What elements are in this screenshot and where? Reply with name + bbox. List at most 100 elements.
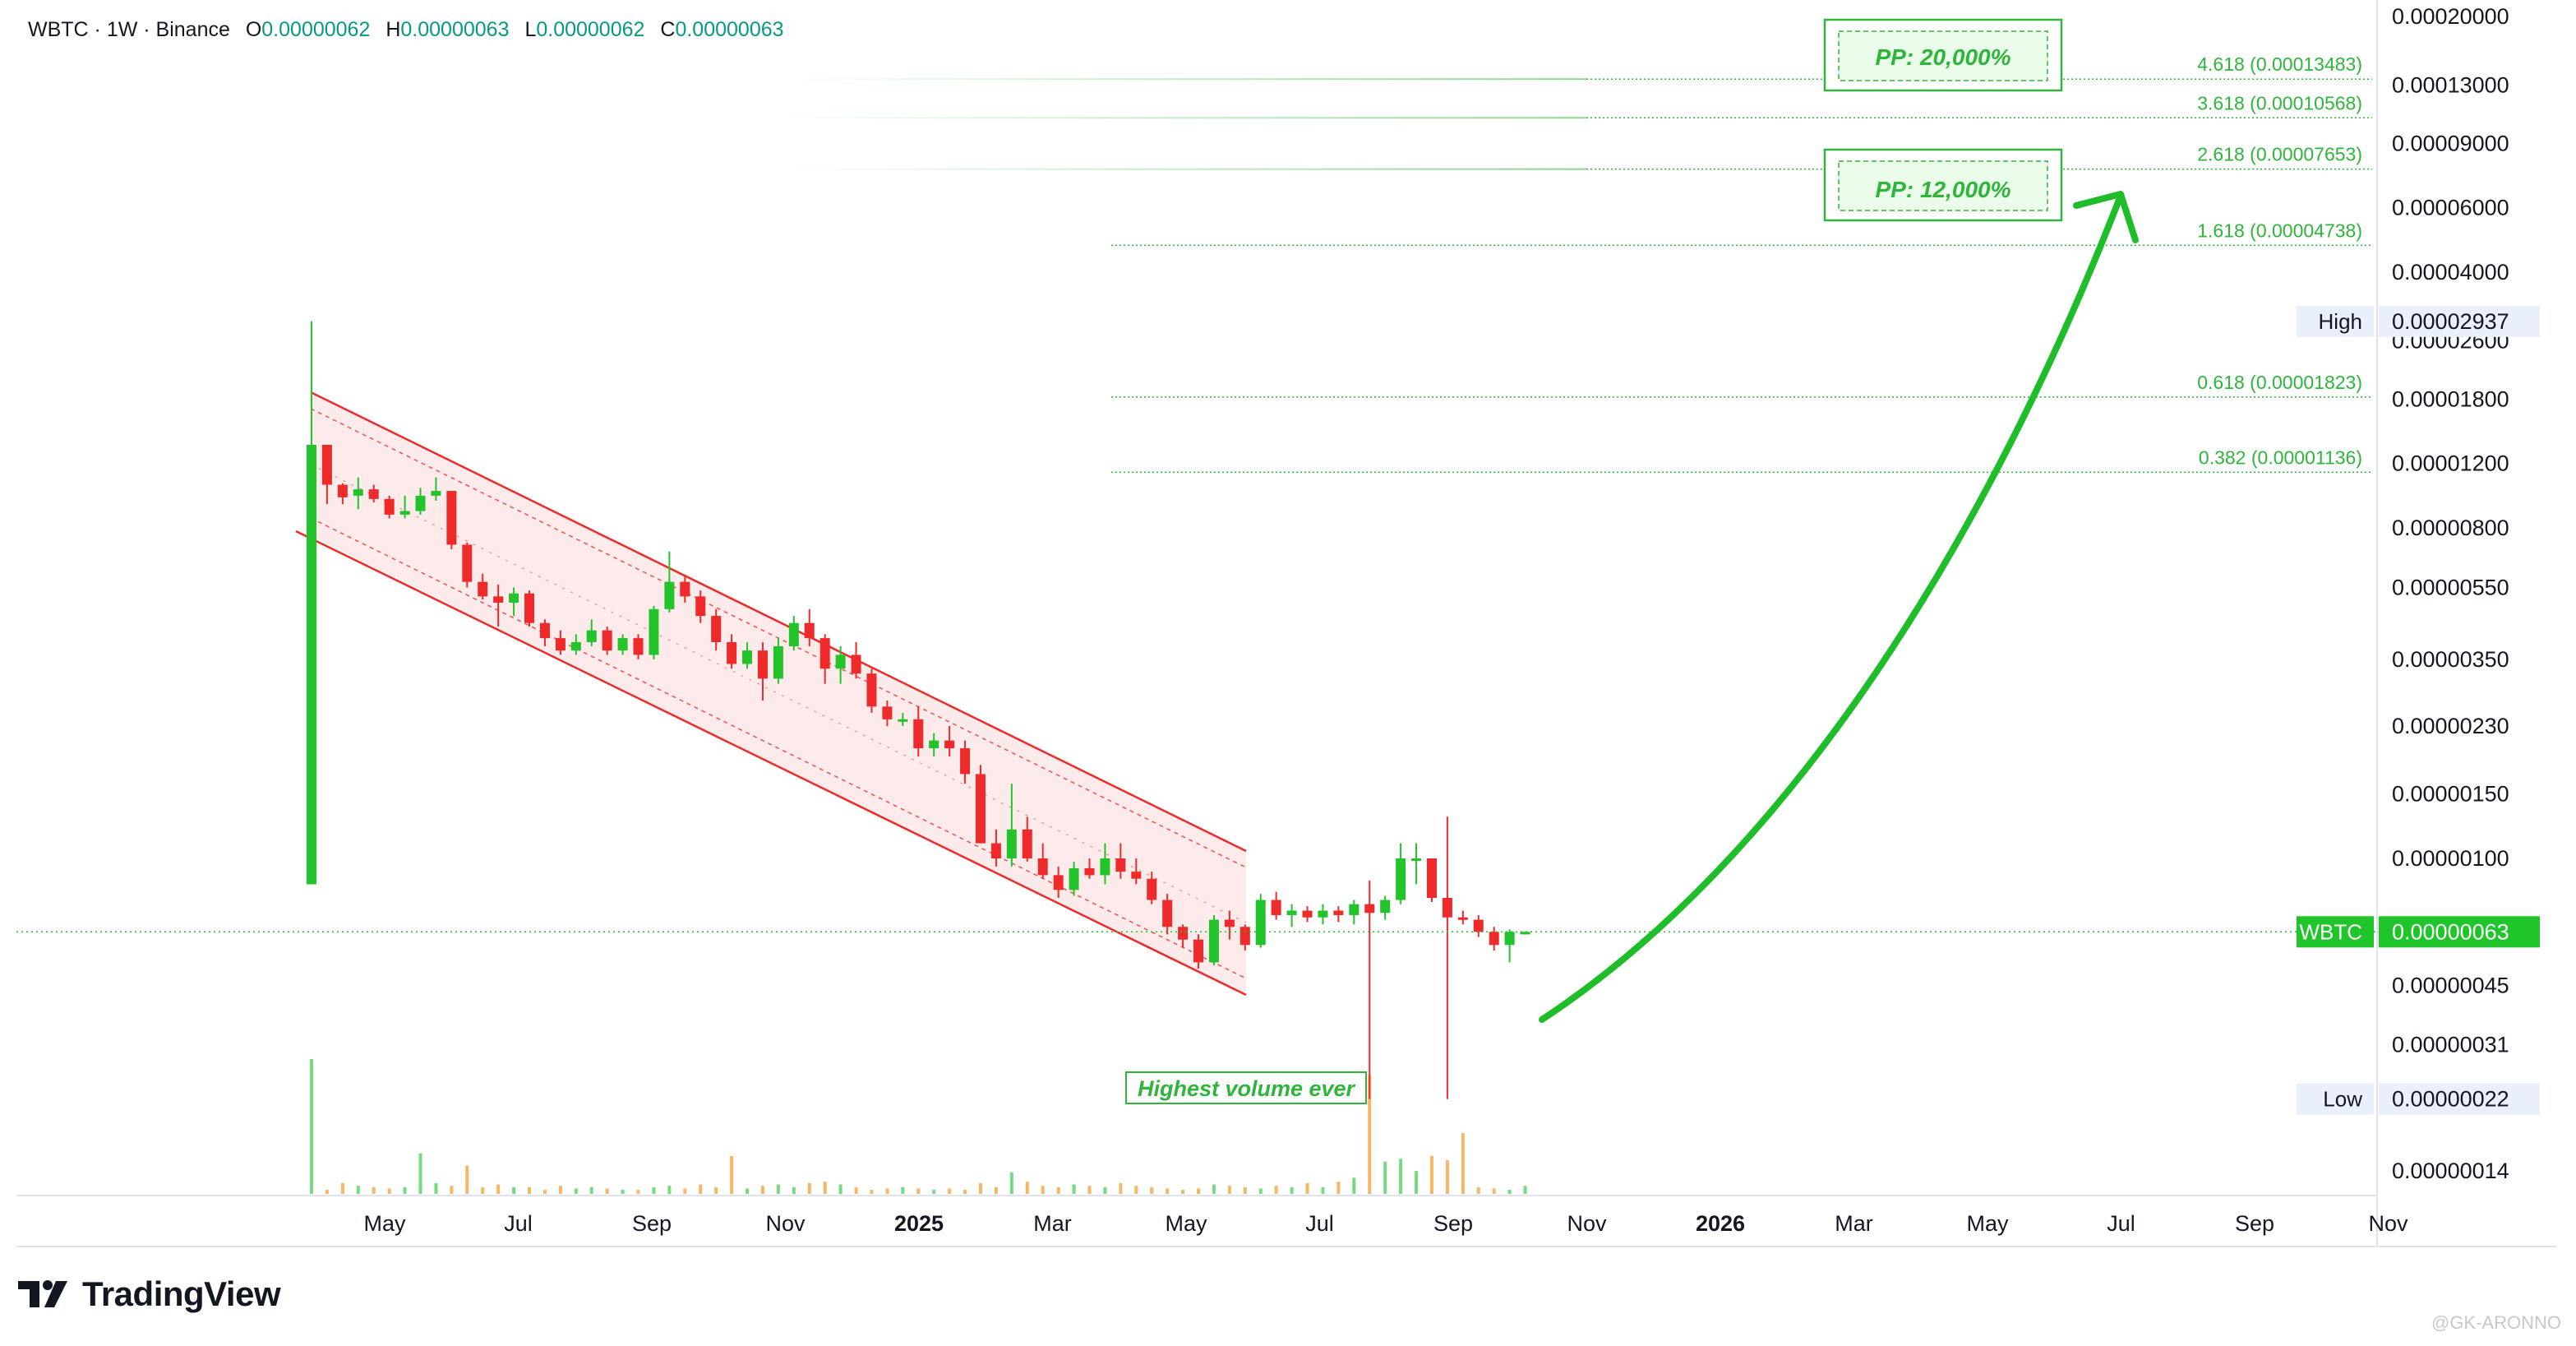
candle-body: [478, 581, 488, 597]
volume-bar: [1321, 1186, 1325, 1194]
candle-body: [1457, 917, 1468, 920]
volume-bar: [1415, 1171, 1419, 1194]
candle-body: [1115, 858, 1126, 872]
pp-20000-box[interactable]: PP: 20,000%: [1823, 18, 2063, 92]
volume-bar: [1134, 1186, 1138, 1194]
candle-body: [509, 593, 519, 603]
candle-body: [944, 740, 955, 749]
volume-bar: [699, 1184, 703, 1194]
volume-bar: [1119, 1182, 1123, 1194]
volume-bar: [1461, 1133, 1465, 1194]
price-tick-label: 0.00000230: [2392, 714, 2509, 738]
volume-bar: [450, 1186, 454, 1194]
candle-body: [727, 641, 737, 664]
volume-bar: [1507, 1190, 1512, 1194]
volume-bar: [372, 1186, 376, 1194]
volume-bar: [481, 1186, 485, 1194]
tradingview-brand[interactable]: TradingView: [18, 1274, 281, 1314]
candle-body: [555, 638, 566, 651]
candle-body: [1224, 919, 1235, 927]
volume-bar: [994, 1186, 998, 1194]
price-badges: High 0.00002937 WBTC 0.00000063 Low 0.0000002…: [2297, 305, 2540, 1115]
time-tick-label: Nov: [765, 1211, 806, 1236]
badge-label-bg: [2297, 305, 2374, 337]
price-tick-label: 0.00000100: [2392, 846, 2509, 871]
candle-body: [773, 645, 783, 679]
candle-body: [711, 616, 722, 642]
candle-body: [1364, 904, 1375, 914]
volume-bar: [310, 1059, 313, 1194]
candle-body: [960, 748, 971, 775]
time-tick-label: Nov: [1567, 1211, 1607, 1236]
candle-body: [866, 673, 877, 707]
highest-volume-note[interactable]: Highest volume ever: [1125, 1071, 1367, 1104]
tradingview-logo-icon: [18, 1280, 67, 1307]
candle-body: [1442, 898, 1452, 918]
volume-bar: [496, 1184, 501, 1194]
candle-body: [1162, 900, 1173, 927]
candle-body: [1147, 878, 1157, 900]
price-tick-label: 0.00009000: [2392, 131, 2509, 155]
badge-value-bg: [2379, 916, 2540, 948]
highest-volume-label: Highest volume ever: [1138, 1076, 1356, 1101]
volume-bar: [621, 1190, 625, 1194]
descending-channel: [295, 391, 1247, 997]
time-tick-label: Nov: [2368, 1211, 2408, 1236]
volume-bar: [1243, 1186, 1247, 1194]
price-tick-label: 0.00006000: [2392, 196, 2509, 220]
candle-body: [1084, 867, 1095, 876]
time-tick-label: Jul: [1305, 1211, 1334, 1236]
candle-body: [788, 622, 799, 646]
volume-bar: [854, 1186, 858, 1194]
candle-body: [493, 596, 504, 603]
time-tick-label: May: [363, 1211, 406, 1236]
channel-fill: [311, 392, 1246, 995]
symbol-label[interactable]: WBTC · 1W · Binance: [28, 18, 230, 41]
candle-body: [1411, 858, 1422, 862]
candle-body: [1053, 875, 1064, 890]
fib-label: 0.618 (0.00001823): [2197, 372, 2362, 393]
volume-bar: [387, 1188, 391, 1194]
fib-label: 2.618 (0.00007653): [2197, 144, 2362, 165]
candle-body: [1037, 858, 1048, 876]
volume-bar: [823, 1182, 827, 1194]
volume-bar: [1227, 1186, 1231, 1194]
open-value: 0.00000062: [261, 18, 371, 41]
volume-bar: [512, 1186, 516, 1194]
price-tick-label: 0.00001800: [2392, 386, 2509, 411]
volume-bar: [1212, 1184, 1216, 1194]
volume-bar: [558, 1186, 562, 1194]
candle-body: [1333, 910, 1344, 915]
symbol-legend: WBTC · 1W · Binance O0.00000062 H0.00000…: [28, 18, 784, 42]
volume-bar: [1009, 1172, 1013, 1194]
low-value: 0.00000062: [536, 18, 645, 41]
volume-bar: [1399, 1159, 1403, 1194]
channel-median: [310, 464, 1247, 923]
candle-body: [1520, 932, 1530, 935]
volume-bar: [1197, 1188, 1201, 1194]
candle-body: [446, 491, 457, 545]
volume-bar: [418, 1153, 422, 1194]
time-tick-label: Mar: [1835, 1211, 1873, 1236]
candle-body: [649, 608, 659, 655]
badge-label-bg: [2297, 1083, 2374, 1115]
volume-bar: [589, 1186, 593, 1194]
volume-bar: [1445, 1160, 1449, 1194]
fib-label: 1.618 (0.00004738): [2197, 220, 2362, 241]
price-axis[interactable]: 0.00020000 0.00013000 0.00009000 0.00006000…: [2392, 4, 2509, 1183]
candle-body: [539, 622, 550, 639]
time-axis[interactable]: May Jul Sep Nov 2025 Mar May Jul Sep Nov 2026 Mar Ma…: [363, 1211, 2408, 1236]
time-tick-label: Jul: [2107, 1211, 2135, 1236]
badge-label: Low: [2323, 1087, 2362, 1112]
volume-bar: [605, 1188, 609, 1194]
volume-bar: [434, 1182, 438, 1194]
candle-body: [1380, 900, 1391, 914]
volume-bar: [1103, 1186, 1107, 1194]
open-label: O: [245, 18, 262, 41]
candle-body: [462, 544, 473, 582]
volume-bar: [403, 1186, 407, 1194]
volume-bar: [1025, 1182, 1029, 1194]
pp-12000-box[interactable]: PP: 12,000%: [1823, 148, 2063, 222]
high-label: H: [385, 18, 401, 41]
